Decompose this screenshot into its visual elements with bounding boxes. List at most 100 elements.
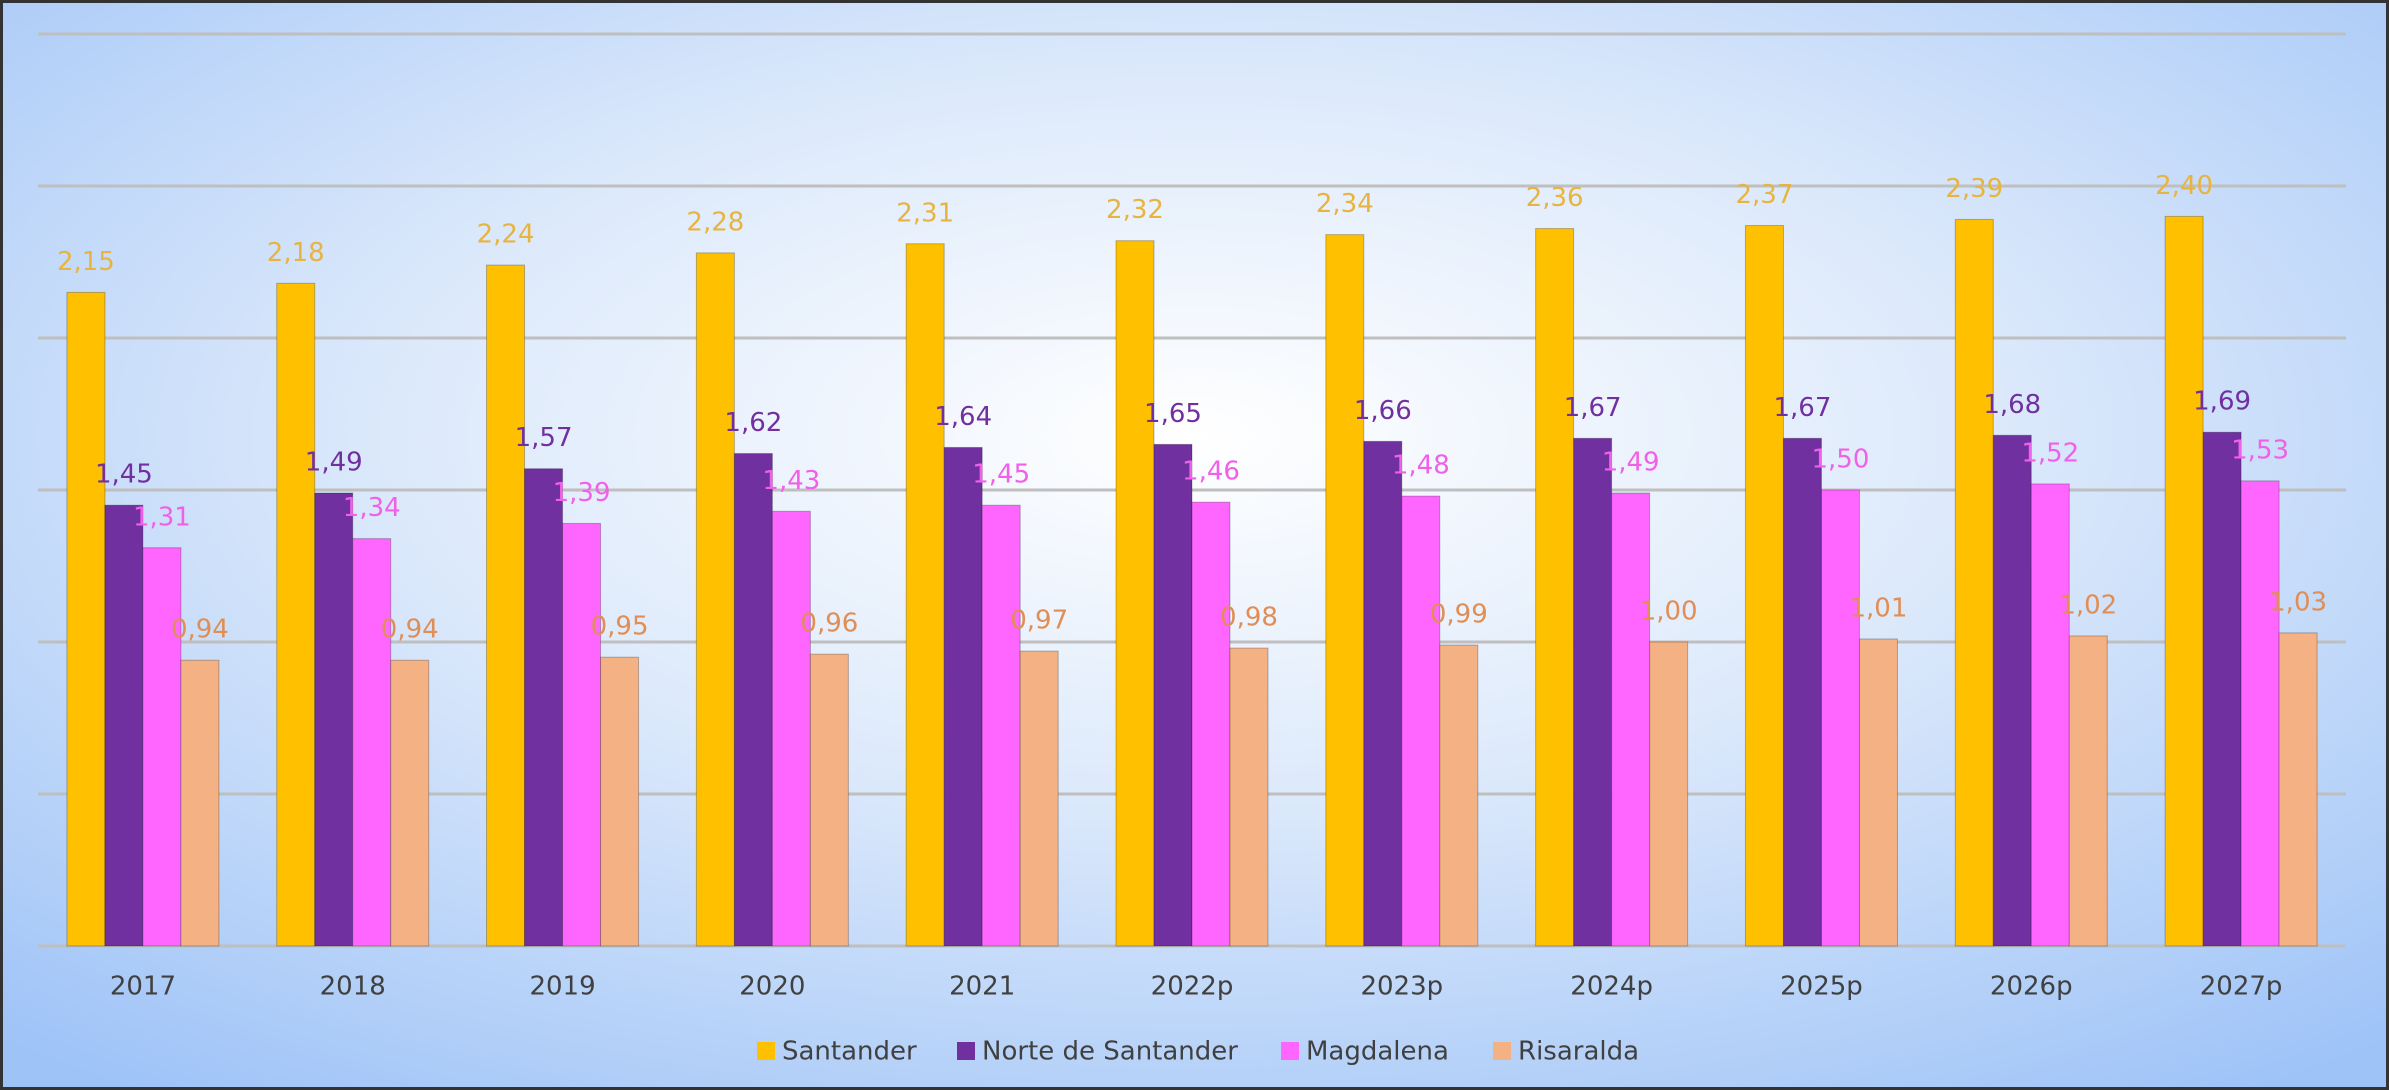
bar — [2030, 483, 2070, 947]
bar — [1439, 644, 1479, 947]
value-label: 1,34 — [343, 493, 401, 523]
value-label: 2,24 — [477, 220, 535, 250]
bar — [1325, 234, 1365, 947]
legend-marker — [1493, 1042, 1511, 1060]
value-label: 1,43 — [762, 466, 820, 496]
value-label: 2,40 — [2155, 171, 2213, 201]
legend-label: Magdalena — [1306, 1037, 1449, 1067]
value-label: 1,69 — [2193, 387, 2251, 417]
bar — [600, 656, 640, 947]
bar — [276, 282, 316, 947]
bar — [2278, 632, 2318, 947]
value-label: 1,45 — [95, 460, 153, 490]
legend-label: Santander — [782, 1037, 917, 1067]
value-label: 1,53 — [2231, 435, 2289, 465]
value-label: 0,97 — [1010, 606, 1068, 636]
value-label: 0,94 — [381, 615, 439, 645]
x-tick-label: 2020 — [739, 972, 805, 1002]
x-tick-label: 2022p — [1151, 972, 1234, 1002]
bar — [1229, 647, 1269, 947]
x-tick-label: 2025p — [1780, 972, 1863, 1002]
x-tick-label: 2027p — [2200, 972, 2283, 1002]
value-label: 2,34 — [1316, 189, 1374, 219]
legend-marker — [1281, 1042, 1299, 1060]
bar — [1153, 443, 1193, 947]
bar — [1019, 650, 1059, 947]
value-label: 1,45 — [972, 460, 1030, 490]
bar — [352, 538, 392, 947]
value-label: 1,48 — [1392, 451, 1450, 481]
legend-label: Risaralda — [1518, 1037, 1639, 1067]
value-label: 1,03 — [2269, 587, 2327, 617]
bar — [314, 492, 354, 947]
value-label: 0,99 — [1430, 600, 1488, 630]
bar — [1820, 489, 1860, 947]
x-tick-label: 2018 — [320, 972, 386, 1002]
bar — [524, 468, 564, 947]
value-label: 1,01 — [1850, 593, 1908, 623]
bar — [2068, 635, 2108, 947]
x-tick-label: 2023p — [1360, 972, 1443, 1002]
bar — [2202, 431, 2242, 947]
legend-label: Norte de Santander — [982, 1037, 1238, 1067]
value-label: 1,46 — [1182, 457, 1240, 487]
value-label: 1,39 — [553, 478, 611, 508]
bar — [562, 522, 602, 947]
bar — [180, 659, 220, 947]
value-label: 2,31 — [896, 198, 954, 228]
value-label: 0,98 — [1220, 603, 1278, 633]
value-label: 2,32 — [1106, 195, 1164, 225]
value-label: 1,31 — [133, 502, 191, 532]
bar — [1782, 437, 1822, 947]
bar — [486, 264, 526, 947]
value-label: 1,49 — [1602, 448, 1660, 478]
bar — [981, 504, 1021, 947]
bar — [66, 291, 106, 947]
x-tick-label: 2026p — [1990, 972, 2073, 1002]
bar — [142, 547, 182, 947]
bar — [943, 446, 983, 947]
value-label: 2,37 — [1736, 180, 1794, 210]
value-label: 2,28 — [686, 207, 744, 237]
value-label: 2,36 — [1526, 183, 1584, 213]
value-label: 1,65 — [1144, 399, 1202, 429]
bar — [1401, 495, 1441, 947]
bar — [905, 243, 945, 947]
value-label: 1,52 — [2021, 438, 2079, 468]
legend-marker — [957, 1042, 975, 1060]
value-label: 1,00 — [1640, 597, 1698, 627]
x-tick-label: 2019 — [529, 972, 595, 1002]
bar — [104, 504, 144, 947]
x-tick-label: 2017 — [110, 972, 176, 1002]
value-label: 1,67 — [1774, 393, 1832, 423]
value-label: 1,64 — [934, 402, 992, 432]
bar — [390, 659, 430, 947]
bar — [1858, 638, 1898, 947]
value-label: 2,18 — [267, 238, 325, 268]
value-label: 1,62 — [724, 408, 782, 438]
bar — [2240, 480, 2280, 947]
bar — [771, 510, 811, 947]
bar — [1115, 240, 1155, 947]
bar — [733, 453, 773, 947]
x-tick-label: 2024p — [1570, 972, 1653, 1002]
x-tick-label: 2021 — [949, 972, 1015, 1002]
bar — [1649, 641, 1689, 947]
bar — [1992, 434, 2032, 947]
value-label: 1,67 — [1564, 393, 1622, 423]
bar — [1611, 492, 1651, 947]
bar — [695, 252, 735, 947]
value-label: 1,49 — [305, 448, 363, 478]
legend-marker — [757, 1042, 775, 1060]
value-label: 1,57 — [515, 423, 573, 453]
value-label: 1,68 — [1983, 390, 2041, 420]
value-label: 0,94 — [171, 615, 229, 645]
value-label: 0,96 — [800, 609, 858, 639]
bar — [2164, 215, 2204, 947]
value-label: 2,39 — [1945, 174, 2003, 204]
value-label: 1,50 — [1812, 445, 1870, 475]
value-label: 0,95 — [591, 612, 649, 642]
bar — [1954, 218, 1994, 947]
bar — [1191, 501, 1231, 947]
